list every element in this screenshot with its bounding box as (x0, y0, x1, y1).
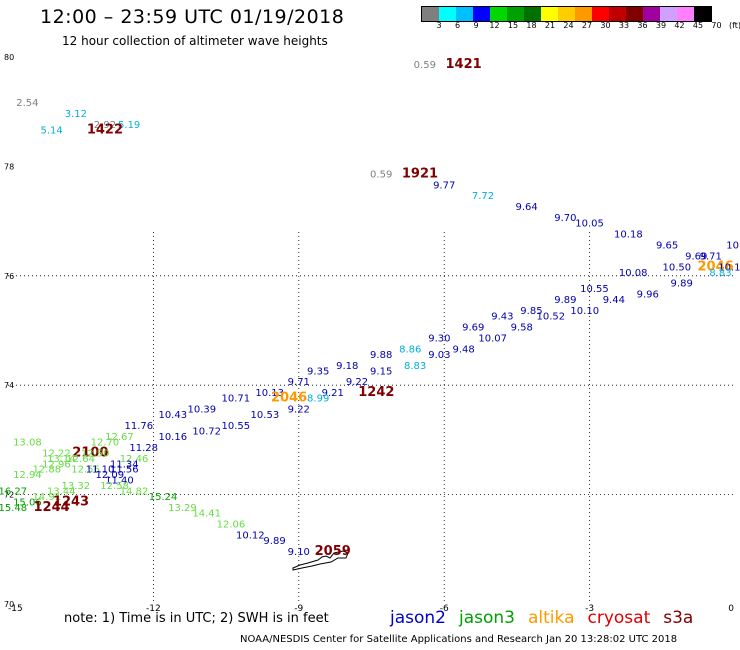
swh-value-label: 13.08 (13, 437, 42, 448)
swh-value-label: 9.22 (288, 405, 310, 416)
swh-value-label: 10.16 (158, 432, 187, 443)
swh-value-label: 5.14 (40, 126, 62, 137)
swh-value-label: 3.12 (65, 109, 87, 120)
swh-value-label: 2.54 (16, 98, 38, 109)
footer-credit: NOAA/NESDIS Center for Satellite Applica… (240, 634, 677, 645)
swh-value-label: 9.88 (370, 350, 392, 361)
y-tick-label: 80 (4, 53, 14, 62)
swh-value-label: 10.55 (221, 421, 250, 432)
satellite-legend-cryosat: cryosat (588, 608, 651, 628)
swh-value-label: 7.72 (472, 191, 494, 202)
swh-value-label: 9.69 (462, 323, 484, 334)
swh-value-label: 10.52 (537, 312, 566, 323)
time-label: 1422 (87, 123, 123, 138)
swh-value-label: 10.07 (478, 333, 507, 344)
time-label: 1244 (34, 500, 70, 515)
swh-value-label: 9.43 (491, 312, 513, 323)
swh-value-label: 10.05 (575, 219, 604, 230)
swh-value-label: 8.83 (404, 361, 426, 372)
swh-value-label: 9.18 (336, 361, 358, 372)
swh-value-label: 9.96 (637, 290, 659, 301)
swh-value-label: 9.77 (433, 180, 455, 191)
swh-value-label: 12.94 (13, 470, 42, 481)
swh-value-label: 10.43 (158, 410, 187, 421)
time-label: 2059 (315, 544, 351, 559)
swh-value-label: 9.03 (428, 350, 450, 361)
y-tick-label: 76 (4, 272, 14, 281)
y-tick-label: 78 (4, 162, 14, 171)
swh-value-label: 10.39 (188, 405, 217, 416)
swh-value-label: 10.18 (614, 230, 643, 241)
swh-value-label: 9.58 (511, 323, 533, 334)
swh-value-label: 10.10 (570, 306, 599, 317)
swh-value-label: 9.65 (656, 240, 678, 251)
swh-value-label: 15.24 (149, 492, 178, 503)
satellite-legend-jason3: jason3 (459, 608, 515, 628)
swh-value-label: 9.89 (263, 536, 285, 547)
swh-value-label: 0.59 (370, 169, 392, 180)
swh-value-label: 8.83 (709, 268, 731, 279)
swh-value-label: 9.89 (671, 279, 693, 290)
swh-value-label: 0.59 (414, 60, 436, 71)
wave-height-labels: 2.543.122.92 5.195.14 14220.59 14210.59 1921… (0, 57, 740, 559)
swh-value-label: 8.99 (307, 394, 329, 405)
y-tick-label: 74 (4, 381, 14, 390)
swh-value-label: 10.53 (251, 410, 280, 421)
swh-value-label: 9.10 (288, 547, 310, 558)
swh-value-label: 14.41 (192, 508, 221, 519)
note-text: note: 1) Time is in UTC; 2) SWH is in fe… (64, 611, 329, 626)
satellite-legend-jason2: jason2 (390, 608, 446, 628)
time-label: 1242 (358, 385, 394, 400)
swh-value-label: 9.71 (288, 377, 310, 388)
swh-value-label: 10.72 (192, 426, 221, 437)
swh-value-label: 9.44 (603, 295, 625, 306)
swh-value-label: 11.76 (125, 421, 154, 432)
satellite-legend-altika: altika (528, 608, 575, 628)
swh-value-label: 9.48 (452, 344, 474, 355)
x-tick-label: 0 (728, 604, 734, 614)
time-label: 1921 (402, 166, 438, 181)
swh-value-label: 10.12 (236, 530, 265, 541)
swh-value-label: 14.82 (120, 487, 149, 498)
time-label: 2046 (271, 391, 307, 406)
swh-value-label: 15.48 (0, 503, 27, 514)
swh-value-label: 10.50 (663, 262, 692, 273)
satellite-legend-s3a: s3a (663, 608, 693, 628)
swh-value-label: 10.71 (221, 394, 250, 405)
time-label: 1421 (445, 57, 481, 72)
swh-value-label: 11.28 (129, 443, 158, 454)
swh-value-label: 10.55 (580, 284, 609, 295)
swh-value-label: 10.08 (619, 268, 648, 279)
map-grid (8, 232, 735, 604)
map-plot: -15 -12 -9 -6 -3 0807876747270 2.543.122.92 5.… (0, 0, 740, 650)
swh-value-label: 9.15 (370, 366, 392, 377)
swh-value-label: 9.70 (554, 213, 576, 224)
swh-value-label: 9.89 (554, 295, 576, 306)
y-tick-label: 70 (4, 600, 14, 609)
swh-value-label: 16.27 (0, 487, 27, 498)
swh-value-label: 9.64 (515, 202, 537, 213)
swh-value-label: 9.35 (307, 366, 329, 377)
swh-value-label: 8.86 (399, 344, 421, 355)
satellite-legend: jason2 jason3 altika cryosat s3a (390, 608, 693, 628)
swh-value-label: 12.06 (217, 519, 246, 530)
swh-value-label: 10 (726, 240, 739, 251)
swh-value-label: 9.30 (428, 333, 450, 344)
